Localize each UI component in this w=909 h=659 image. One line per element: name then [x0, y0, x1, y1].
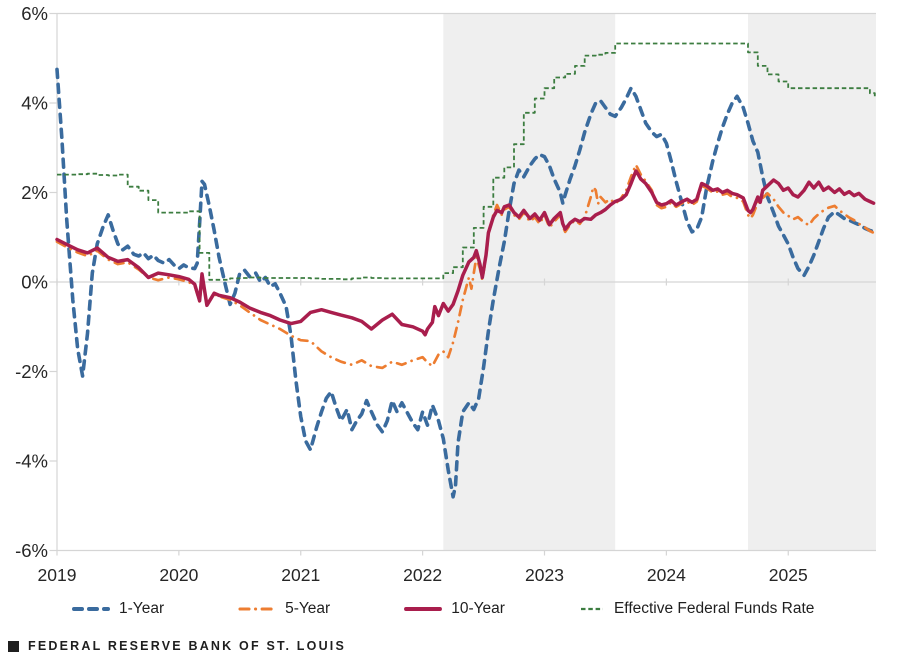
x-tick-label: 2021: [281, 565, 320, 585]
x-tick-label: 2019: [38, 565, 77, 585]
legend-item-5-year: 5-Year: [238, 600, 330, 618]
legend-swatch-icon: [72, 607, 110, 611]
legend-label: 1-Year: [119, 600, 165, 617]
y-tick-label: -2%: [15, 361, 48, 382]
y-tick-label: -4%: [15, 451, 48, 472]
legend-label: Effective Federal Funds Rate: [613, 600, 815, 617]
legend-item-10-year: 10-Year: [404, 600, 505, 618]
y-tick-label: -6%: [15, 540, 48, 561]
x-tick-label: 2025: [769, 565, 808, 585]
x-tick-label: 2022: [403, 565, 442, 585]
chart-legend: 1-Year 5-Year 10-Year Effective Federal Fun…: [0, 594, 909, 624]
legend-swatch-icon: [238, 607, 276, 611]
y-tick-label: 4%: [21, 93, 48, 114]
series-line-1-year: [55, 67, 876, 499]
real-rates-line-chart: 6% 4% 2% 0% -2% -4% -6% 2019 2020 2021 2022 2023 202…: [15, 3, 876, 585]
x-tick-label: 2020: [159, 565, 198, 585]
y-tick-label: 6%: [21, 3, 48, 24]
legend-swatch-icon: [580, 607, 603, 611]
y-tick-label: 2%: [21, 182, 48, 203]
series-line-10-year: [55, 169, 876, 337]
legend-item-effective-federal-funds-rate: Effective Federal Funds Rate: [579, 600, 814, 618]
source-footer: FEDERAL RESERVE BANK OF ST. LOUIS: [8, 636, 346, 656]
series-line-effective-federal-funds-rate: [57, 42, 876, 281]
stlouisfed-logo-square-icon: [8, 640, 19, 652]
x-tick-label: 2024: [647, 565, 686, 585]
source-text: FEDERAL RESERVE BANK OF ST. LOUIS: [28, 639, 347, 653]
legend-swatch-icon: [404, 607, 443, 611]
x-tick-label: 2023: [525, 565, 564, 585]
legend-label: 5-Year: [285, 600, 331, 617]
y-tick-label: 0%: [21, 272, 48, 293]
legend-label: 10-Year: [451, 600, 505, 617]
legend-item-1-year: 1-Year: [72, 600, 164, 618]
